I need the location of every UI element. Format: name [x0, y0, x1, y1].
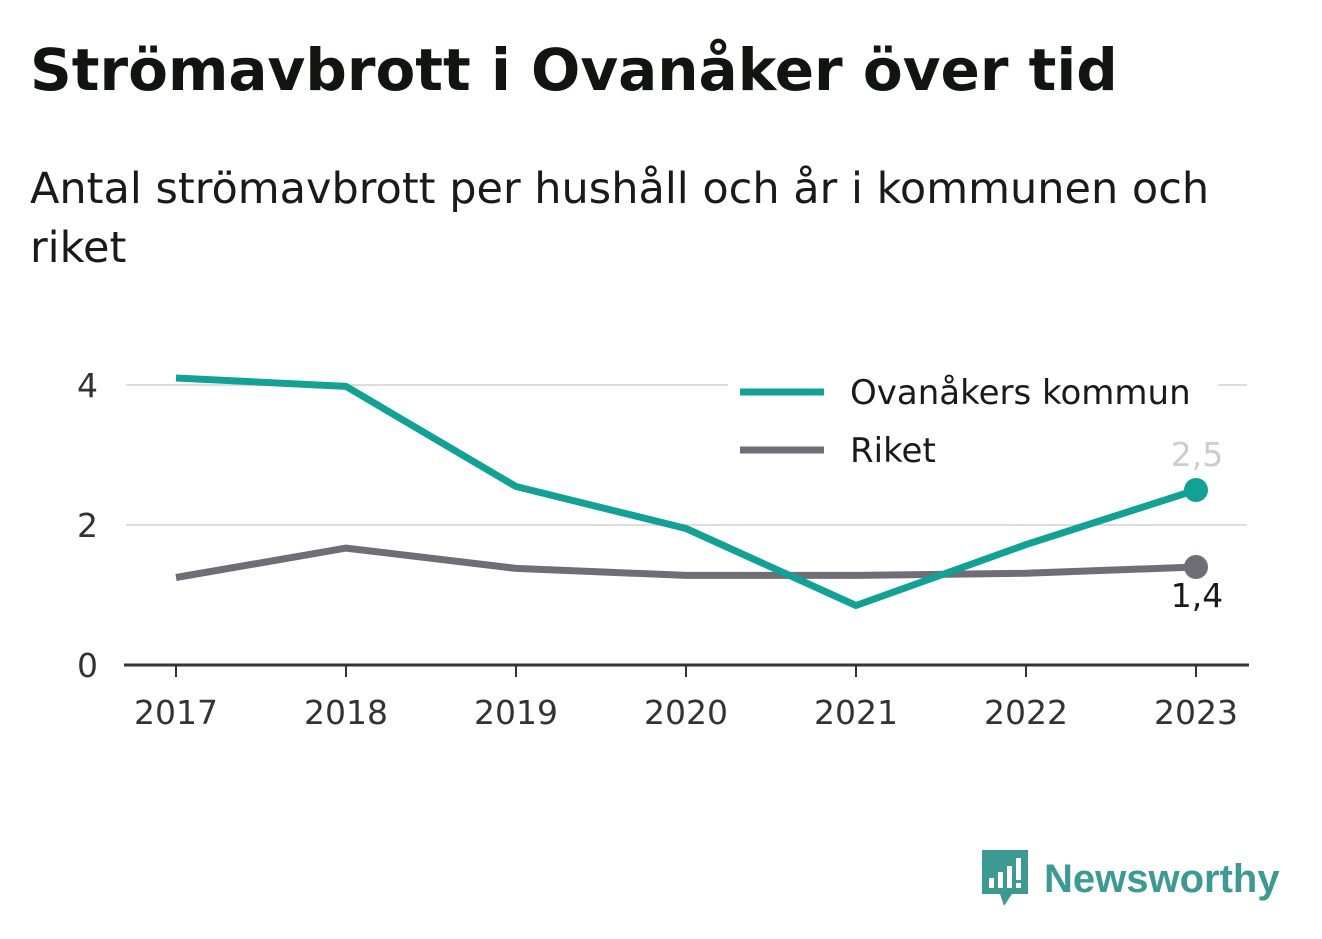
- x-tick-label: 2023: [1154, 693, 1238, 732]
- end-value-label: 2,5: [1171, 435, 1223, 474]
- x-tick-label: 2018: [304, 693, 388, 732]
- legend-label: Ovanåkers kommun: [850, 373, 1191, 413]
- x-axis-ticks: 2017 2018 2019 2020 2021 2022 2023: [134, 665, 1238, 732]
- brand-name: Newsworthy: [1044, 857, 1280, 901]
- series-end-point: [1184, 555, 1208, 579]
- chart-subtitle: Antal strömavbrott per hushåll och år i …: [30, 164, 1210, 273]
- legend-label: Riket: [850, 431, 936, 471]
- y-tick-label: 2: [77, 506, 98, 545]
- series-line: [175, 374, 1198, 609]
- newsworthy-logo-icon: [982, 850, 1028, 906]
- y-tick-label: 0: [77, 646, 98, 685]
- line-chart: 0 2 4 2017 2018 2019 2020 2021 2022 2023 Ovanåke…: [77, 366, 1249, 732]
- legend: Ovanåkers kommun Riket: [728, 366, 1218, 478]
- x-tick-label: 2019: [474, 693, 558, 732]
- y-tick-label: 4: [77, 366, 98, 405]
- x-tick-label: 2022: [984, 693, 1068, 732]
- end-labels: 2,5 1,4: [1171, 435, 1223, 615]
- series-line: [175, 544, 1197, 581]
- x-tick-label: 2021: [814, 693, 898, 732]
- x-tick-label: 2020: [644, 693, 728, 732]
- y-axis-ticks: 0 2 4: [77, 366, 98, 685]
- legend-backdrop: [728, 366, 1218, 478]
- x-tick-label: 2017: [134, 693, 218, 732]
- series-lines: [175, 374, 1208, 609]
- chart-title: Strömavbrott i Ovanåker över tid: [30, 36, 1118, 104]
- series-end-point: [1184, 478, 1208, 502]
- end-value-label: 1,4: [1171, 576, 1223, 615]
- brand: Newsworthy: [980, 848, 1280, 910]
